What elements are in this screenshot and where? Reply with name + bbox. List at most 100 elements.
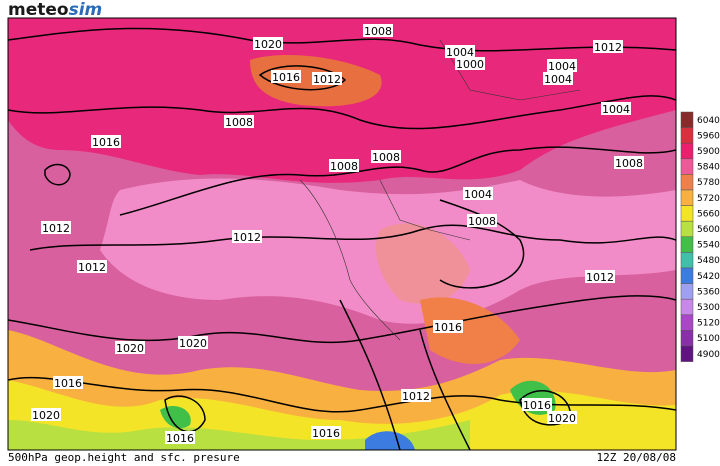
- legend-swatch: [680, 127, 694, 144]
- label-text: 1016: [523, 399, 551, 412]
- legend-swatch: [680, 236, 694, 253]
- contour-label: 1012: [593, 40, 623, 54]
- label-text: 1012: [594, 41, 622, 54]
- label-box: [363, 24, 393, 37]
- legend-label: 5780: [697, 178, 720, 188]
- legend-swatch: [680, 142, 694, 160]
- legend-label: 5540: [697, 241, 720, 251]
- label-box: [311, 426, 341, 439]
- contour-label: 1012: [585, 270, 615, 284]
- contour-label: 1016: [311, 426, 341, 440]
- contour-label: 1020: [31, 408, 61, 422]
- contour-label: 1020: [178, 336, 208, 350]
- label-text: 1020: [179, 337, 207, 350]
- map-field: [7, 17, 677, 451]
- contour-label: 1008: [224, 115, 254, 129]
- legend-label: 5600: [697, 225, 720, 235]
- label-text: 1012: [402, 390, 430, 403]
- legend-swatch: [680, 345, 694, 362]
- legend-label: 5840: [697, 163, 720, 173]
- legend-swatch: [680, 298, 694, 316]
- label-box: [547, 411, 577, 424]
- legend-swatch: [680, 205, 694, 222]
- legend-label: 5300: [697, 303, 720, 313]
- label-text: 1008: [330, 160, 358, 173]
- contour-label: 1004: [445, 45, 475, 59]
- label-box: [41, 221, 71, 234]
- label-box: [232, 230, 262, 243]
- label-text: 1016: [272, 71, 300, 84]
- contour-label: 1012: [312, 72, 342, 86]
- label-text: 1008: [468, 215, 496, 228]
- label-box: [614, 156, 644, 169]
- contour-label: 1016: [91, 135, 121, 149]
- label-text: 1020: [254, 38, 282, 51]
- legend-swatch: [680, 267, 694, 284]
- legend-swatch: [680, 189, 694, 206]
- label-box: [593, 40, 623, 53]
- legend-label: 5900: [697, 147, 720, 157]
- label-box: [601, 102, 631, 115]
- legend-label: 6040: [697, 116, 720, 126]
- label-text: 1020: [548, 412, 576, 425]
- logo-main: meteo: [8, 0, 69, 20]
- contour-label: 1012: [41, 221, 71, 235]
- label-text: 1008: [364, 25, 392, 38]
- contour-label: 1016: [271, 70, 301, 84]
- label-text: 1008: [372, 151, 400, 164]
- legend-label: 5100: [697, 334, 720, 344]
- legend-label: 5480: [697, 256, 720, 266]
- contour-label: 1012: [401, 389, 431, 403]
- label-box: [77, 260, 107, 273]
- label-box: [271, 70, 301, 83]
- contour-label: 1008: [467, 214, 497, 228]
- legend-swatch: [680, 220, 694, 238]
- label-box: [115, 341, 145, 354]
- label-text: 1016: [434, 321, 462, 334]
- label-text: 1016: [92, 136, 120, 149]
- contour-label: 1004: [543, 72, 573, 86]
- contour-label: 1008: [371, 150, 401, 164]
- label-box: [585, 270, 615, 283]
- contour-label: 1016: [522, 398, 552, 412]
- label-text: 1004: [544, 73, 572, 86]
- contour-label: 1020: [115, 341, 145, 355]
- label-text: 1016: [166, 432, 194, 445]
- contour-label: 1012: [232, 230, 262, 244]
- label-box: [445, 45, 475, 58]
- label-box: [371, 150, 401, 163]
- label-text: 1012: [313, 73, 341, 86]
- label-box: [224, 115, 254, 128]
- legend-swatch: [680, 252, 694, 269]
- color-legend: 6040 5960 5900 5840 5780 5720 5660 5600 5540 5480…: [680, 111, 720, 362]
- legend-label: 5420: [697, 272, 720, 282]
- label-text: 1004: [602, 103, 630, 116]
- label-text: 1020: [32, 409, 60, 422]
- legend-swatch: [680, 283, 694, 300]
- contour-label: 1004: [547, 59, 577, 73]
- label-box: [467, 214, 497, 227]
- label-text: 1012: [586, 271, 614, 284]
- label-box: [547, 59, 577, 72]
- legend-swatch: [680, 158, 694, 175]
- contour-label: 1016: [53, 376, 83, 390]
- label-text: 1020: [116, 342, 144, 355]
- label-box: [91, 135, 121, 148]
- label-text: 1008: [615, 157, 643, 170]
- legend-swatch: [680, 174, 694, 191]
- legend-label: 5720: [697, 194, 720, 204]
- footer-right: 12Z 20/08/08: [597, 451, 676, 464]
- label-text: 1004: [446, 46, 474, 59]
- label-text: 1012: [78, 261, 106, 274]
- label-text: 1012: [233, 231, 261, 244]
- label-box: [165, 431, 195, 444]
- label-box: [312, 72, 342, 85]
- label-text: 1004: [464, 188, 492, 201]
- legend-label: 5120: [697, 319, 720, 329]
- label-text: 1008: [225, 116, 253, 129]
- contour-label: 1016: [165, 431, 195, 445]
- label-box: [543, 72, 573, 85]
- contour-label: 1008: [363, 24, 393, 38]
